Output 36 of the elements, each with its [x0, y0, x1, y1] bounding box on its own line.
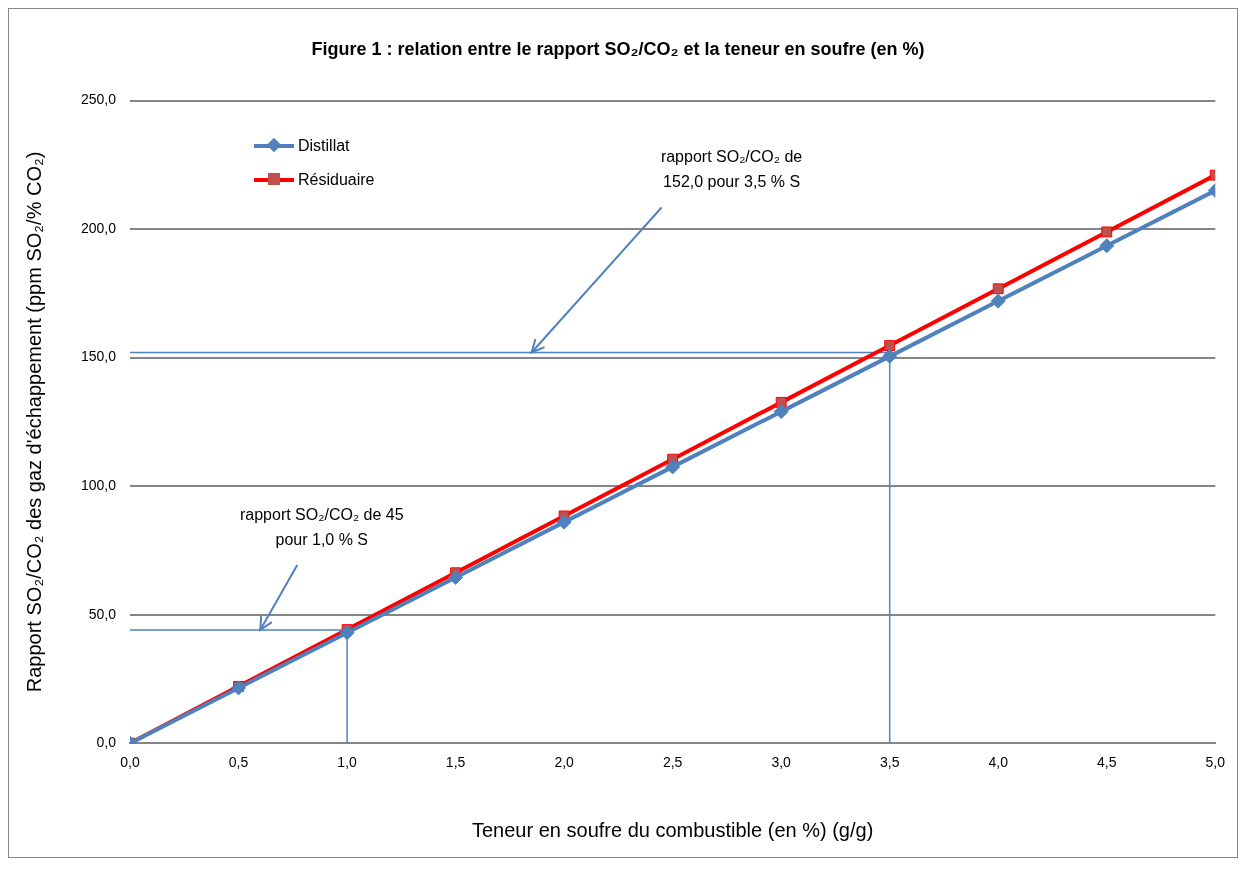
point: [884, 340, 896, 352]
point: [992, 283, 1004, 295]
point: [773, 404, 789, 420]
x-tick-label: 2,0: [554, 754, 575, 771]
point: [665, 459, 681, 475]
y-tick-label: 200,0: [80, 219, 117, 236]
point: [990, 293, 1006, 309]
x-tick-label: 2,5: [662, 754, 683, 771]
point: [556, 514, 572, 530]
point: [1101, 226, 1113, 238]
point: [882, 348, 898, 364]
annotation: rapport SO₂/CO₂ de 152,0 pour 3,5 % S: [660, 148, 803, 191]
x-tick-label: 4,0: [988, 754, 1009, 771]
y-tick-label: 150,0: [80, 348, 117, 365]
point: [1099, 238, 1115, 254]
x-tick-label: 1,0: [337, 754, 358, 771]
annotation: rapport SO₂/CO₂ de 45 pour 1,0 % S: [239, 506, 404, 549]
legend-label: Résiduaire: [298, 171, 375, 189]
x-tick-label: 1,5: [445, 754, 466, 771]
y-tick-label: 50,0: [88, 605, 117, 622]
x-tick-label: 0,0: [120, 754, 140, 771]
x-tick-label: 3,5: [879, 754, 900, 771]
point: [231, 680, 247, 696]
y-tick-label: 100,0: [80, 477, 117, 494]
y-tick-label: 0,0: [96, 734, 117, 751]
x-tick-label: 0,5: [228, 754, 249, 771]
chart-title: Figure 1 : relation entre le rapport SO₂/CO₂ et la teneur en soufre (en %): [311, 38, 925, 59]
x-axis-title: Teneur en soufre du combustible (en %) (g/g): [471, 818, 874, 841]
y-tick-label: 250,0: [80, 91, 117, 108]
x-tick-label: 5,0: [1205, 754, 1226, 771]
point: [448, 569, 464, 585]
legend-label: Distillat: [298, 137, 350, 155]
x-tick-label: 4,5: [1097, 754, 1117, 771]
y-axis-title: Rapport SO₂/CO₂ des gaz d'échappement (ppm SO₂/% CO₂): [22, 151, 45, 693]
x-tick-label: 3,0: [771, 754, 792, 771]
point: [339, 625, 355, 641]
